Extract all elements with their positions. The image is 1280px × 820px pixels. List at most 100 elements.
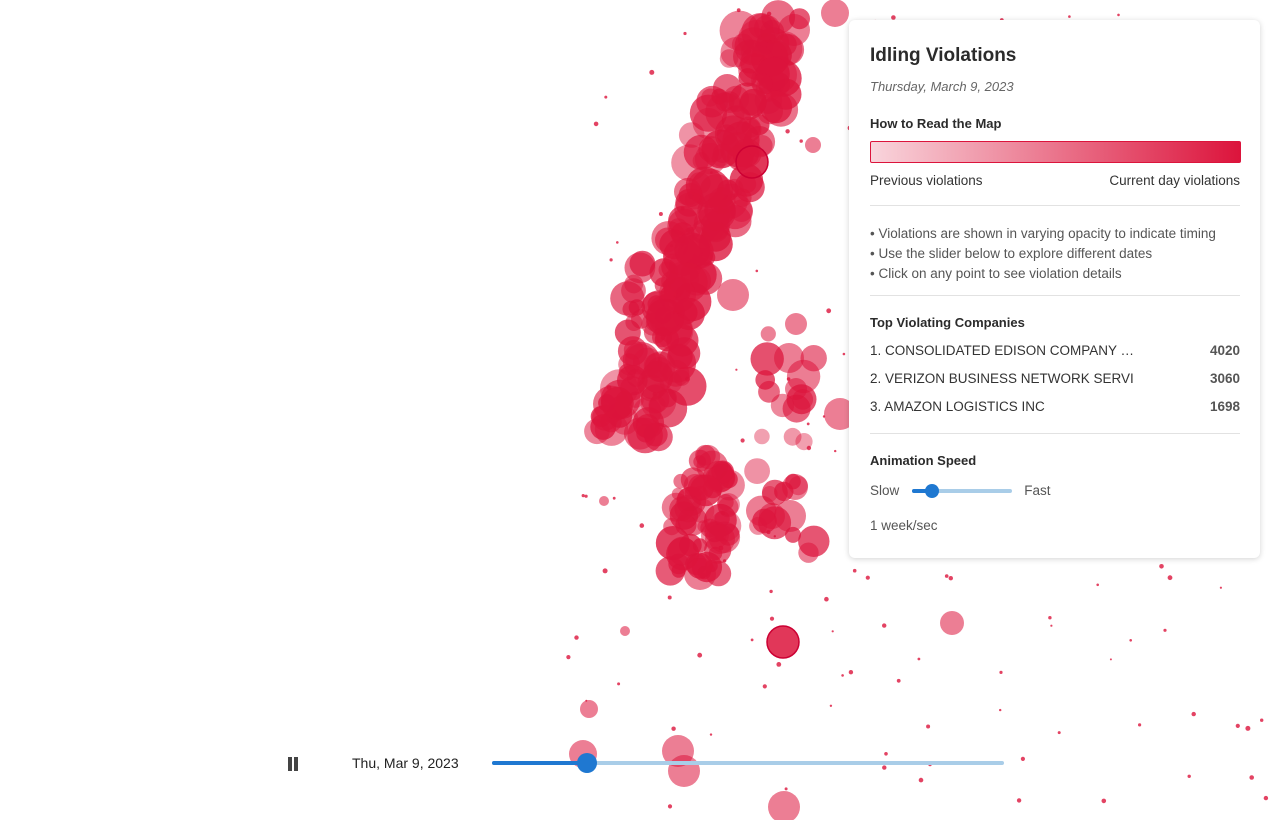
violation-marker[interactable]	[917, 657, 921, 661]
violation-marker[interactable]	[785, 129, 790, 134]
violation-marker[interactable]	[689, 474, 722, 507]
violation-marker[interactable]	[714, 511, 730, 527]
violation-marker[interactable]	[829, 704, 833, 707]
violation-marker[interactable]	[760, 326, 776, 342]
violation-marker[interactable]	[773, 535, 776, 538]
violation-marker[interactable]	[660, 286, 677, 303]
violation-marker[interactable]	[599, 496, 609, 506]
violation-marker[interactable]	[652, 392, 657, 397]
violation-marker[interactable]	[1096, 583, 1099, 587]
violation-marker[interactable]	[689, 94, 728, 132]
violation-marker[interactable]	[1016, 798, 1022, 803]
violation-marker[interactable]	[733, 188, 752, 207]
violation-marker[interactable]	[736, 8, 741, 13]
violation-marker[interactable]	[948, 576, 953, 581]
violation-marker[interactable]	[620, 626, 630, 636]
violation-marker[interactable]	[719, 49, 739, 68]
violation-marker[interactable]	[782, 474, 808, 500]
violation-marker[interactable]	[1050, 624, 1053, 627]
violation-marker[interactable]	[799, 139, 803, 143]
violation-marker[interactable]	[722, 559, 727, 563]
violation-marker[interactable]	[717, 279, 749, 311]
violation-marker[interactable]	[1167, 575, 1173, 581]
violation-marker[interactable]	[944, 574, 949, 578]
violation-marker[interactable]	[896, 678, 901, 683]
violation-marker[interactable]	[1101, 798, 1107, 804]
speed-slider-thumb[interactable]	[925, 483, 940, 498]
violation-marker[interactable]	[842, 352, 846, 356]
violation-marker[interactable]	[1109, 658, 1112, 661]
violation-marker[interactable]	[660, 335, 665, 340]
violation-marker[interactable]	[852, 568, 857, 573]
violation-marker[interactable]	[848, 670, 854, 675]
violation-marker[interactable]	[798, 525, 830, 557]
violation-marker[interactable]	[678, 122, 705, 148]
violation-marker[interactable]	[1138, 723, 1142, 727]
violation-marker[interactable]	[700, 573, 706, 579]
violation-marker[interactable]	[834, 449, 837, 453]
violation-marker[interactable]	[711, 460, 735, 484]
violation-marker[interactable]	[1235, 723, 1240, 729]
violation-marker[interactable]	[629, 250, 656, 277]
violation-marker[interactable]	[663, 518, 681, 536]
violation-marker[interactable]	[882, 765, 887, 770]
violation-marker[interactable]	[639, 523, 645, 528]
violation-marker[interactable]	[649, 69, 655, 75]
violation-marker[interactable]	[806, 422, 810, 426]
violation-marker[interactable]	[761, 486, 778, 502]
violation-marker[interactable]	[750, 342, 784, 376]
violation-marker[interactable]	[769, 616, 775, 621]
violation-marker[interactable]	[709, 733, 713, 736]
violation-marker[interactable]	[685, 376, 690, 382]
violation-marker[interactable]	[695, 444, 716, 466]
violation-marker[interactable]	[697, 652, 703, 658]
violation-marker[interactable]	[766, 11, 772, 16]
violation-marker[interactable]	[1263, 795, 1269, 801]
violation-marker[interactable]	[822, 415, 826, 418]
violation-marker[interactable]	[758, 380, 780, 403]
violation-marker[interactable]	[566, 655, 571, 660]
violation-marker[interactable]	[609, 258, 613, 262]
violation-marker[interactable]	[1159, 564, 1164, 569]
violation-marker[interactable]	[754, 428, 770, 445]
violation-marker[interactable]	[821, 0, 849, 27]
violation-marker[interactable]	[1260, 718, 1264, 722]
violation-marker[interactable]	[686, 228, 691, 233]
violation-marker[interactable]	[679, 533, 702, 557]
violation-marker[interactable]	[774, 343, 804, 373]
violation-marker[interactable]	[604, 95, 608, 99]
violation-marker[interactable]	[735, 368, 738, 371]
violation-marker[interactable]	[618, 353, 640, 376]
violation-marker[interactable]	[884, 752, 888, 756]
violation-marker[interactable]	[768, 791, 800, 820]
violation-marker[interactable]	[891, 15, 896, 20]
violation-marker[interactable]	[740, 438, 745, 443]
violation-marker[interactable]	[785, 313, 807, 335]
violation-marker[interactable]	[1249, 775, 1254, 780]
violation-marker[interactable]	[673, 473, 689, 489]
violation-marker[interactable]	[598, 394, 616, 412]
violation-marker[interactable]	[1245, 725, 1251, 731]
violation-marker[interactable]	[824, 398, 856, 430]
violation-marker[interactable]	[766, 625, 800, 659]
speed-slider[interactable]	[912, 483, 1013, 498]
violation-marker[interactable]	[612, 496, 616, 500]
violation-marker[interactable]	[593, 121, 599, 127]
violation-marker[interactable]	[999, 670, 1003, 675]
violation-marker[interactable]	[831, 630, 834, 633]
violation-marker[interactable]	[580, 700, 598, 718]
date-slider-thumb[interactable]	[577, 753, 598, 773]
violation-marker[interactable]	[735, 145, 769, 179]
violation-marker[interactable]	[762, 684, 767, 689]
violation-marker[interactable]	[671, 487, 685, 501]
violation-marker[interactable]	[778, 14, 810, 46]
violation-marker[interactable]	[926, 724, 931, 729]
violation-marker[interactable]	[688, 194, 694, 199]
violation-marker[interactable]	[694, 143, 727, 175]
violation-marker[interactable]	[710, 171, 713, 174]
violation-marker[interactable]	[1191, 711, 1196, 717]
violation-marker[interactable]	[702, 218, 724, 241]
violation-marker[interactable]	[744, 458, 770, 484]
violation-marker[interactable]	[750, 638, 754, 642]
violation-marker[interactable]	[766, 530, 771, 535]
